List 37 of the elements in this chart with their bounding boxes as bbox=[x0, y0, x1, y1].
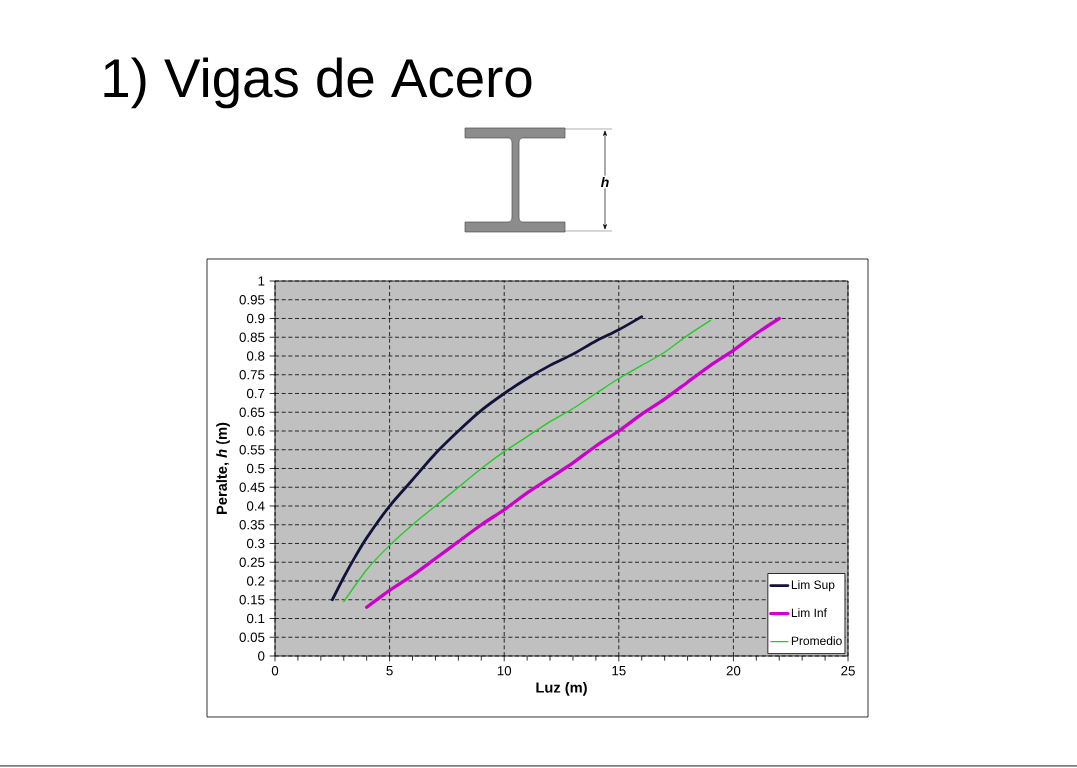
x-tick-label: 25 bbox=[841, 666, 855, 676]
y-tick-label: 0.75 bbox=[239, 370, 265, 380]
y-tick-label: 0.05 bbox=[239, 632, 265, 642]
y-tick-label: 0.8 bbox=[246, 351, 265, 361]
y-tick-label: 0.1 bbox=[246, 613, 265, 624]
line-series bbox=[330, 315, 644, 602]
y-tick-label: 0 bbox=[258, 651, 265, 661]
y-tick-label: 0.25 bbox=[239, 557, 265, 567]
y-tick-label: 0.9 bbox=[246, 313, 265, 324]
y-tick-label: 0.3 bbox=[246, 538, 265, 549]
y-tick-label: 0.35 bbox=[239, 520, 265, 530]
y-tick-label: 0.5 bbox=[246, 463, 265, 474]
line-series bbox=[343, 319, 712, 603]
y-tick-label: 0.65 bbox=[239, 407, 265, 417]
y-tick-label: 1 bbox=[258, 276, 265, 286]
x-tick-label: 20 bbox=[726, 666, 741, 676]
x-axis-title: Luz (m) bbox=[536, 681, 587, 696]
y-tick-label: 0.85 bbox=[239, 332, 265, 342]
y-tick-label: 0.6 bbox=[246, 426, 265, 436]
x-tick-label: 10 bbox=[497, 666, 512, 676]
chart-title: 1) Vigas de Acero bbox=[104, 57, 532, 109]
y-tick-label: 0.95 bbox=[239, 295, 265, 305]
text: h bbox=[600, 176, 609, 188]
legend-label: Promedio bbox=[791, 636, 842, 646]
x-tick-label: 15 bbox=[612, 666, 626, 676]
x-tick-label: 0 bbox=[271, 666, 279, 676]
y-tick-label: 0.2 bbox=[246, 576, 265, 586]
y-axis-title: Peralte, h (m) bbox=[216, 422, 230, 514]
y-tick-label: 0.15 bbox=[239, 595, 265, 605]
line-series bbox=[365, 316, 781, 609]
x-tick-label: 5 bbox=[386, 666, 393, 676]
legend-label: Lim Inf bbox=[791, 608, 827, 617]
y-tick-label: 0.4 bbox=[246, 501, 265, 511]
legend-label: Lim Sup bbox=[791, 580, 835, 592]
y-tick-label: 0.55 bbox=[239, 445, 265, 455]
y-tick-label: 0.7 bbox=[246, 388, 265, 399]
y-tick-label: 0.45 bbox=[239, 482, 265, 492]
